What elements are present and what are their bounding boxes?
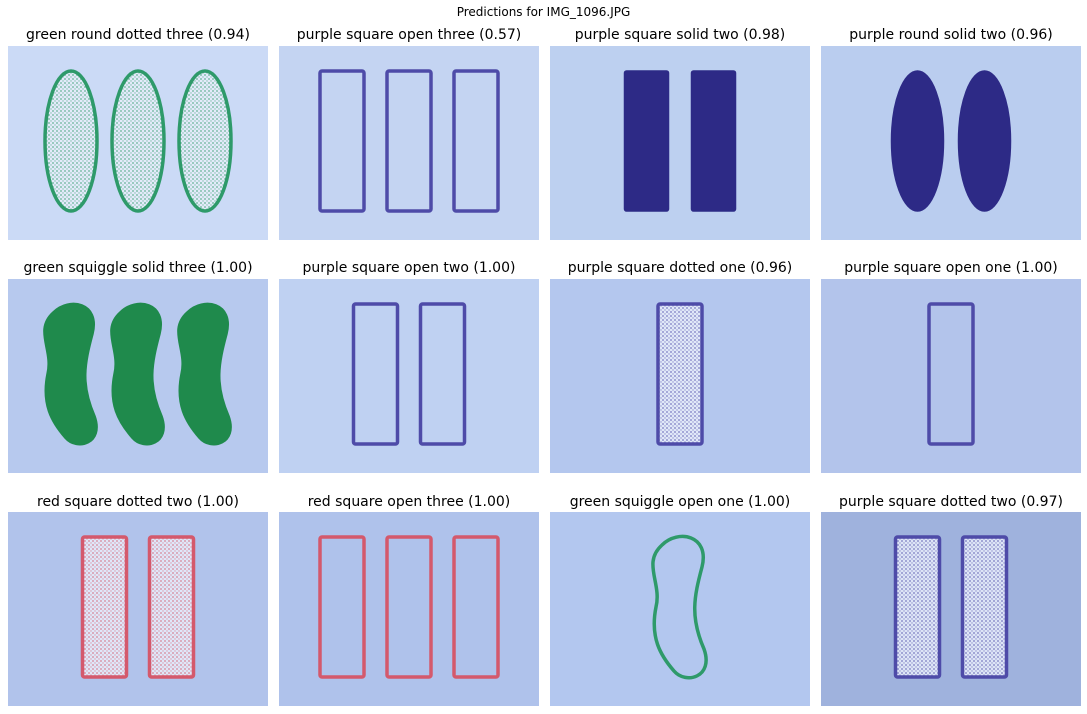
card-symbol xyxy=(318,69,366,213)
card-symbol xyxy=(110,302,165,446)
card-image xyxy=(550,279,810,473)
card-photo xyxy=(279,279,539,473)
panel-title: red square dotted two (1.00) xyxy=(37,494,239,510)
card-image xyxy=(821,46,1081,240)
card-photo xyxy=(8,279,268,473)
card-image xyxy=(279,512,539,706)
card-background xyxy=(550,46,810,240)
card-image xyxy=(550,46,810,240)
card-symbol xyxy=(43,69,99,213)
card-symbol xyxy=(351,302,400,446)
card-symbol xyxy=(893,535,942,679)
card-symbol xyxy=(110,69,166,213)
card-symbol xyxy=(385,69,433,213)
card-photo xyxy=(550,279,810,473)
card-symbol xyxy=(960,535,1009,679)
card-background xyxy=(279,279,539,473)
card-symbol xyxy=(147,535,196,679)
card-background xyxy=(821,512,1081,706)
panel-title: green squiggle open one (1.00) xyxy=(569,494,791,510)
card-image xyxy=(8,46,268,240)
card-symbol xyxy=(623,70,670,212)
card-image xyxy=(279,279,539,473)
card-background xyxy=(279,512,539,706)
card-photo xyxy=(279,46,539,240)
card-symbol xyxy=(890,70,945,212)
card-symbol xyxy=(385,535,433,679)
panel-title: green round dotted three (0.94) xyxy=(26,27,250,43)
card-symbol xyxy=(452,535,500,679)
card-photo xyxy=(279,512,539,706)
card-image xyxy=(8,279,268,473)
card-symbol xyxy=(318,535,366,679)
card-photo xyxy=(550,512,810,706)
panel-title: red square open three (1.00) xyxy=(307,494,511,510)
card-photo xyxy=(821,279,1081,473)
panel-title: green squiggle solid three (1.00) xyxy=(23,260,253,276)
card-background xyxy=(821,279,1081,473)
panel-title: purple square open three (0.57) xyxy=(296,27,522,43)
card-image xyxy=(8,512,268,706)
panel-title: purple square dotted two (0.97) xyxy=(839,494,1063,510)
panel-title: purple square open one (1.00) xyxy=(844,260,1058,276)
card-symbol xyxy=(43,302,98,446)
card-image xyxy=(550,512,810,706)
card-symbol xyxy=(656,302,704,446)
card-symbol xyxy=(651,534,708,680)
card-background xyxy=(279,46,539,240)
card-symbol xyxy=(177,69,233,213)
card-background xyxy=(821,46,1081,240)
card-symbol xyxy=(80,535,129,679)
card-background xyxy=(8,512,268,706)
card-symbol xyxy=(418,302,467,446)
card-symbol xyxy=(927,302,975,446)
card-symbol xyxy=(177,302,232,446)
panel-title: purple square open two (1.00) xyxy=(302,260,516,276)
card-photo xyxy=(821,46,1081,240)
card-background xyxy=(550,512,810,706)
card-photo xyxy=(550,46,810,240)
card-image xyxy=(279,46,539,240)
card-image xyxy=(821,512,1081,706)
figure-title: Predictions for IMG_1096.JPG xyxy=(456,5,631,19)
panel-title: purple square dotted one (0.96) xyxy=(567,260,793,276)
card-photo xyxy=(8,512,268,706)
panel-title: purple square solid two (0.98) xyxy=(574,27,786,43)
card-photo xyxy=(8,46,268,240)
card-symbol xyxy=(690,70,737,212)
card-image xyxy=(821,279,1081,473)
card-symbol xyxy=(957,70,1012,212)
panel-title: purple round solid two (0.96) xyxy=(849,27,1053,43)
card-photo xyxy=(821,512,1081,706)
card-symbol xyxy=(452,69,500,213)
